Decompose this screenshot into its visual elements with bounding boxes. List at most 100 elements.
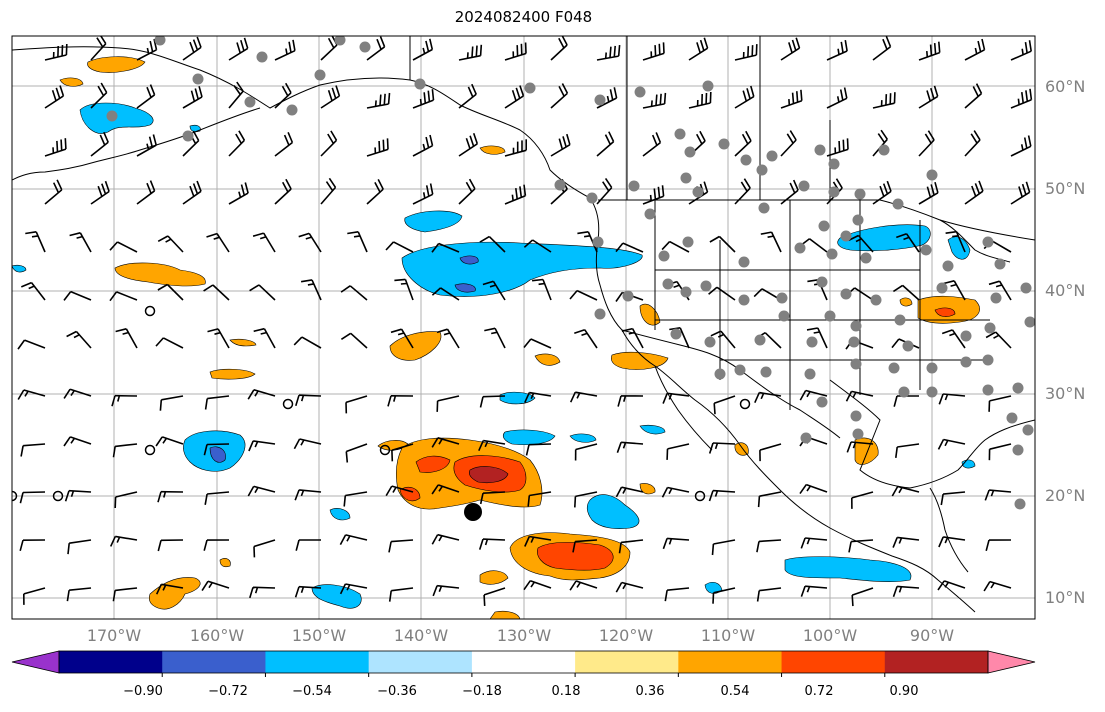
station-dot — [766, 150, 778, 162]
wind-barb — [708, 489, 736, 502]
wind-barb — [574, 328, 598, 349]
calm-circle — [694, 490, 706, 502]
wind-barb — [712, 587, 736, 604]
wind-barb — [347, 231, 368, 253]
wind-barb — [320, 130, 338, 157]
wind-barb — [340, 285, 368, 301]
wind-barb — [44, 179, 63, 205]
station-dot — [684, 146, 696, 158]
wind-barb — [412, 134, 434, 157]
wind-barb — [394, 278, 414, 301]
wind-barb — [207, 328, 230, 349]
wind-barb — [1010, 40, 1032, 61]
wind-barb — [343, 491, 368, 507]
station-dot — [718, 138, 730, 150]
wind-barb — [759, 443, 782, 462]
wind-barb — [780, 89, 803, 109]
wind-barb — [203, 539, 230, 551]
wind-barb — [666, 443, 690, 460]
wind-barb — [524, 535, 552, 547]
wind-barb — [253, 539, 276, 558]
wind-barb — [504, 85, 525, 109]
wind-barb — [295, 539, 321, 551]
lat-tick-20n: 20°N — [1045, 486, 1086, 505]
colorbar-label: −0.90 — [123, 684, 163, 699]
station-dot — [1006, 412, 1018, 424]
station-dot — [982, 384, 994, 396]
station-dot — [794, 242, 806, 254]
wind-barb — [206, 232, 230, 253]
colorbar-segment — [471, 651, 576, 673]
wind-barb — [710, 330, 736, 349]
wind-barb — [523, 239, 552, 253]
station-dot — [692, 186, 704, 198]
station-dot — [760, 366, 772, 378]
station-dot — [644, 208, 656, 220]
wind-barb — [525, 443, 552, 456]
wind-barb — [90, 131, 109, 157]
wind-barb — [985, 331, 1012, 349]
wind-barb — [320, 36, 338, 61]
wind-barb — [320, 85, 341, 109]
wind-barb — [320, 177, 337, 205]
wind-barb — [155, 337, 184, 349]
wind-barb — [532, 278, 552, 301]
lat-tick-30n: 30°N — [1045, 384, 1086, 403]
wind-barb — [436, 328, 460, 349]
wind-barb — [826, 39, 848, 61]
wind-barb — [274, 39, 296, 61]
wind-barb — [941, 329, 966, 349]
lon-tick-100w: 100°W — [802, 626, 858, 645]
wind-barb — [1010, 135, 1032, 157]
wind-barb — [708, 442, 736, 454]
wind-barb — [504, 184, 527, 205]
station-dot — [680, 172, 692, 184]
wind-barb — [964, 130, 981, 157]
wind-barb — [249, 284, 276, 301]
station-dot — [878, 144, 890, 156]
station-dot — [634, 86, 646, 98]
wind-barb — [203, 284, 230, 301]
wind-barb — [688, 37, 709, 61]
wind-barb — [479, 395, 506, 408]
station-dot — [854, 188, 866, 200]
wind-barb — [896, 233, 920, 253]
lon-tick-160w: 160°W — [189, 626, 245, 645]
negative-anomaly-fields — [12, 102, 976, 609]
station-dot — [286, 104, 298, 116]
wind-barb — [431, 484, 460, 495]
station-dot — [902, 340, 914, 352]
wind-barb — [596, 177, 613, 205]
wind-barb — [136, 38, 158, 61]
wind-barb — [201, 580, 230, 592]
wind-barb — [780, 179, 799, 205]
station-dot — [852, 428, 864, 440]
wind-barb — [67, 539, 92, 555]
wind-barb — [294, 585, 322, 598]
wind-barb — [708, 286, 736, 301]
wind-barb — [44, 85, 65, 109]
storm-center-marker — [464, 503, 482, 521]
wind-barb — [550, 133, 571, 157]
wind-barb — [504, 139, 528, 157]
station-dot — [920, 244, 932, 256]
station-dot — [850, 358, 862, 370]
station-dot — [414, 78, 426, 90]
wind-barb — [964, 180, 984, 205]
wind-barb — [754, 391, 782, 404]
wind-barb — [228, 37, 249, 61]
wind-barb — [937, 580, 966, 591]
station-dot — [244, 96, 256, 108]
lat-tick-50n: 50°N — [1045, 179, 1086, 198]
station-dot — [1022, 424, 1034, 436]
wind-barb — [988, 280, 1012, 301]
station-dot — [852, 214, 864, 226]
station-dot — [824, 310, 836, 322]
wind-barb — [385, 485, 414, 497]
calm-circle — [52, 490, 64, 502]
wind-barb — [155, 583, 184, 595]
station-dot — [314, 69, 326, 81]
station-dot — [800, 432, 812, 444]
colorbar-label: −0.72 — [208, 684, 248, 699]
station-dot — [740, 154, 752, 166]
